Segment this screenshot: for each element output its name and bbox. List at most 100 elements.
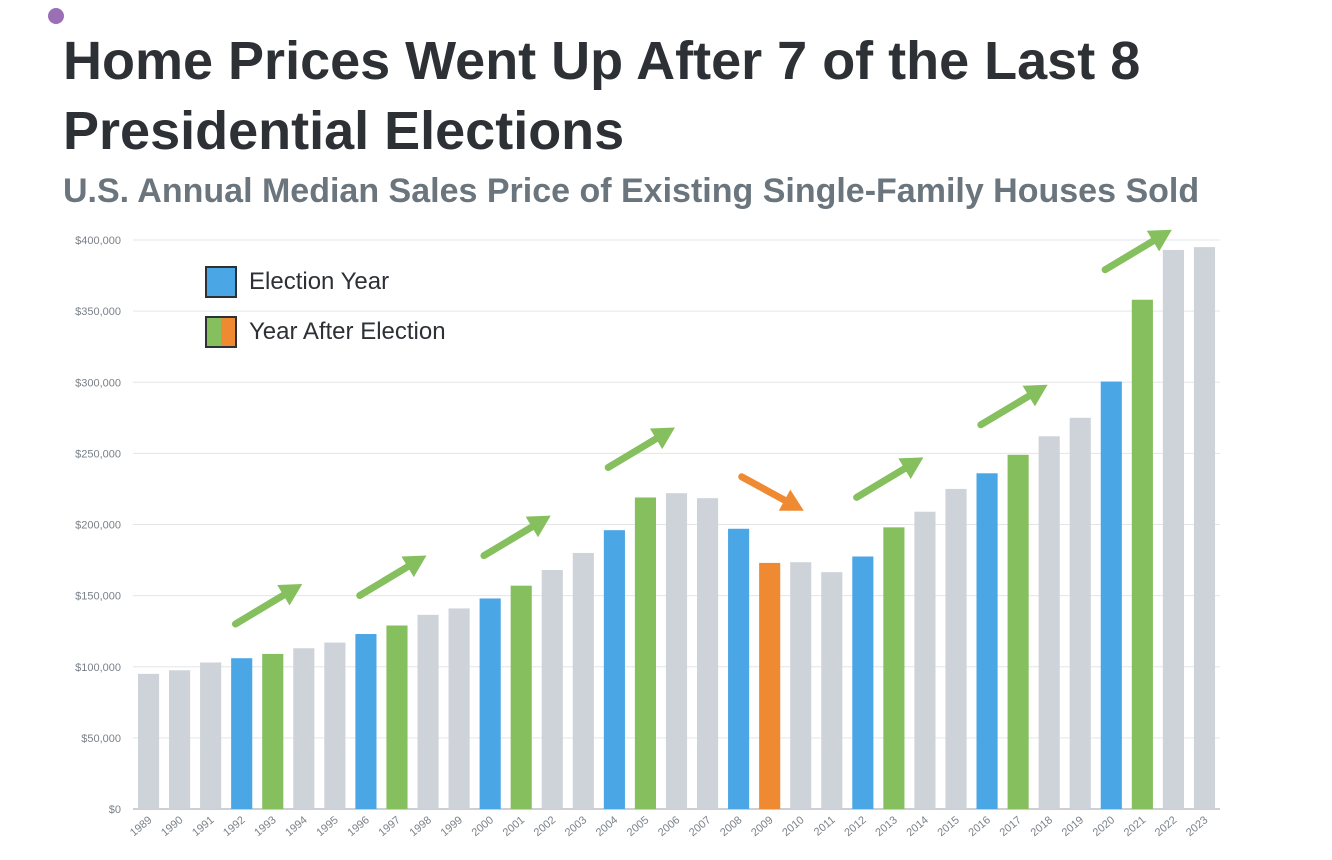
bar-2014: [914, 511, 936, 809]
y-tick-label: $0: [109, 804, 121, 816]
bar-1989: [137, 673, 160, 809]
x-tick-label: 2021: [1122, 814, 1148, 839]
legend-label-year-after-election: Year After Election: [249, 318, 446, 345]
x-tick-label: 2006: [656, 814, 682, 839]
bar-2020: [1100, 381, 1122, 809]
bar-2011: [821, 572, 843, 809]
x-tick-label: 2014: [904, 814, 930, 839]
x-tick-label: 2005: [625, 814, 651, 839]
x-tick-label: 2007: [687, 814, 713, 839]
x-tick-label: 2009: [749, 814, 775, 839]
x-tick-label: 1997: [376, 814, 402, 839]
page-title: Home Prices Went Up After 7 of the Last …: [63, 31, 1141, 161]
legend-swatch-after: [205, 316, 237, 348]
x-tick-label: 2003: [563, 814, 589, 839]
y-tick-label: $250,000: [75, 448, 121, 460]
trend-arrow-head: [1022, 384, 1048, 407]
x-tick-label: 2016: [967, 814, 993, 839]
bar-1992: [231, 658, 253, 809]
x-tick-label: 2017: [998, 814, 1024, 839]
bar-1999: [448, 608, 470, 809]
x-tick-label: 2002: [532, 814, 558, 839]
bar-1990: [169, 670, 191, 809]
bar-1995: [324, 642, 346, 809]
x-tick-label: 2013: [873, 814, 899, 839]
trend-arrow-shaft: [853, 465, 909, 501]
bar-1997: [386, 625, 408, 809]
x-tick-label: 2000: [470, 814, 496, 839]
bar-2002: [541, 570, 563, 809]
bar-2021: [1131, 299, 1153, 809]
y-tick-label: $200,000: [75, 520, 121, 532]
bar-2009: [759, 562, 781, 809]
trend-arrow-head: [277, 583, 303, 606]
legend-item-year-after-election: Year After Election: [205, 316, 446, 348]
trend-arrow-head: [649, 427, 675, 450]
bar-2012: [852, 556, 874, 809]
trend-arrow-head: [1146, 229, 1172, 252]
bar-1996: [355, 634, 377, 809]
x-tick-label: 2001: [501, 814, 527, 839]
legend-swatch-election: [205, 266, 237, 298]
x-tick-label: 1993: [252, 814, 278, 839]
x-tick-label: 2018: [1029, 814, 1055, 839]
x-tick-label: 2022: [1153, 814, 1179, 839]
x-tick-label: 1994: [283, 814, 309, 839]
y-tick-label: $100,000: [75, 662, 121, 674]
bar-2013: [883, 527, 905, 809]
x-tick-label: 1990: [159, 814, 185, 839]
x-tick-label: 2004: [594, 814, 620, 839]
x-tick-label: 2015: [935, 814, 961, 839]
bar-2005: [634, 497, 657, 809]
trend-arrow-shaft: [480, 523, 536, 560]
trend-arrow-head: [525, 515, 551, 538]
bar-2006: [665, 493, 688, 809]
page-subtitle: U.S. Annual Median Sales Price of Existi…: [63, 172, 1200, 210]
bar-2004: [603, 530, 625, 809]
trend-arrow-head: [778, 489, 804, 511]
y-tick-label: $400,000: [75, 235, 121, 247]
x-tick-label: 2010: [780, 814, 806, 839]
bar-2023: [1193, 247, 1216, 810]
bar-2003: [572, 552, 594, 809]
bar-2008: [728, 528, 750, 809]
x-tick-label: 2020: [1091, 814, 1117, 839]
bar-2017: [1007, 454, 1029, 809]
x-tick-label: 1992: [221, 814, 247, 839]
y-tick-label: $350,000: [75, 306, 121, 318]
decorative-dot: [48, 8, 64, 24]
legend-item-election-year: Election Year: [205, 266, 389, 298]
x-tick-label: 1996: [345, 814, 371, 839]
x-tick-label: 1995: [314, 814, 340, 839]
x-tick-label: 1999: [439, 814, 465, 839]
chart-legend: Election Year Year After Election: [205, 266, 525, 356]
trend-arrow-shaft: [231, 591, 287, 628]
x-tick-label: 1998: [408, 814, 434, 839]
bar-1991: [200, 662, 222, 809]
x-tick-label: 1991: [190, 814, 216, 839]
trend-arrow-shaft: [738, 473, 789, 504]
bar-1994: [293, 648, 315, 809]
trend-arrow-shaft: [977, 392, 1033, 429]
bar-2007: [696, 498, 719, 809]
bar-1998: [417, 614, 439, 809]
x-tick-label: 2012: [842, 814, 868, 839]
y-tick-label: $150,000: [75, 591, 121, 603]
x-tick-label: 2008: [718, 814, 744, 839]
y-tick-label: $50,000: [81, 733, 121, 745]
bar-2022: [1162, 249, 1184, 809]
bar-2000: [479, 598, 501, 809]
x-tick-label: 2011: [812, 814, 838, 838]
x-tick-label: 2023: [1184, 814, 1210, 839]
bar-2016: [976, 473, 998, 809]
x-tick-label: 1989: [128, 814, 154, 839]
trend-arrow-shaft: [604, 435, 660, 471]
trend-arrow-shaft: [356, 563, 412, 599]
trend-arrow-shaft: [1101, 237, 1157, 274]
bar-2018: [1038, 436, 1060, 809]
y-tick-label: $300,000: [75, 377, 121, 389]
trend-arrow-head: [401, 555, 427, 578]
bar-2010: [790, 562, 812, 809]
